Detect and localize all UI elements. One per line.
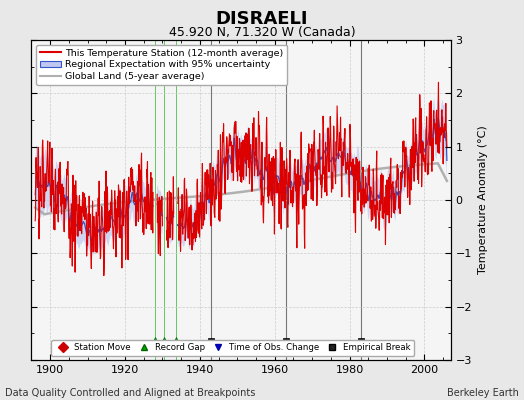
Y-axis label: Temperature Anomaly (°C): Temperature Anomaly (°C) <box>477 126 487 274</box>
Legend: Station Move, Record Gap, Time of Obs. Change, Empirical Break: Station Move, Record Gap, Time of Obs. C… <box>51 340 414 356</box>
Text: 45.920 N, 71.320 W (Canada): 45.920 N, 71.320 W (Canada) <box>169 26 355 39</box>
Text: Data Quality Controlled and Aligned at Breakpoints: Data Quality Controlled and Aligned at B… <box>5 388 256 398</box>
Text: Berkeley Earth: Berkeley Earth <box>447 388 519 398</box>
Text: DISRAELI: DISRAELI <box>216 10 308 28</box>
